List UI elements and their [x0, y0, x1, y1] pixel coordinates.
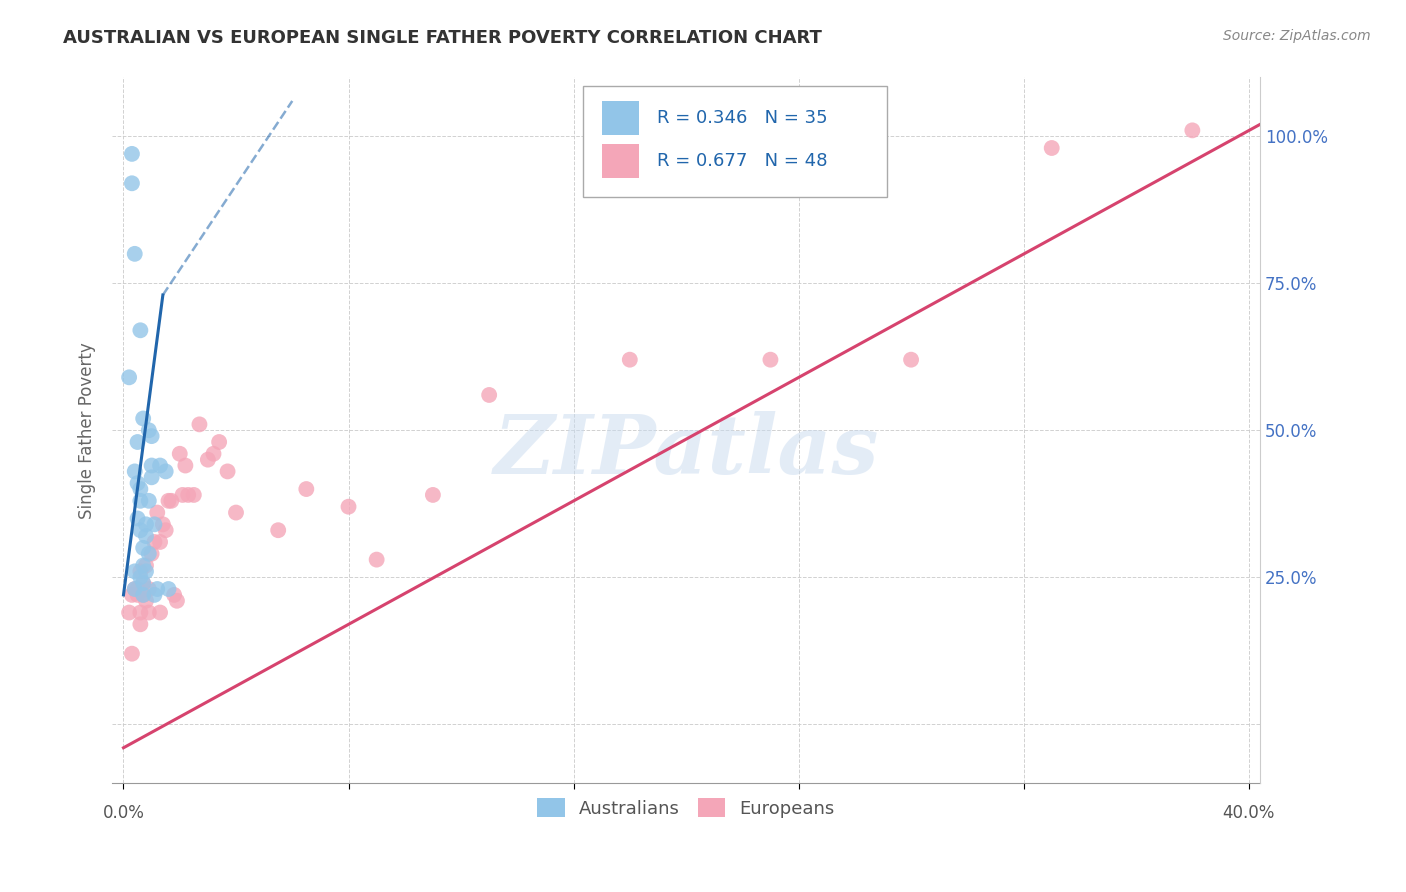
Point: [143, 535, 166, 549]
Point: [169, 447, 191, 461]
Point: [118, 606, 141, 620]
Point: [337, 500, 360, 514]
Text: R = 0.346   N = 35: R = 0.346 N = 35: [658, 110, 828, 128]
Point: [138, 606, 160, 620]
Point: [124, 582, 146, 596]
Bar: [602, 102, 638, 136]
Point: [149, 606, 172, 620]
FancyBboxPatch shape: [582, 86, 887, 197]
Point: [129, 523, 152, 537]
Point: [166, 594, 188, 608]
Point: [225, 506, 247, 520]
Point: [422, 488, 444, 502]
Point: [149, 458, 172, 473]
Text: R = 0.677   N = 48: R = 0.677 N = 48: [658, 153, 828, 170]
Point: [146, 582, 169, 596]
Point: [124, 464, 146, 478]
Point: [138, 582, 160, 596]
Point: [141, 547, 163, 561]
Text: Source: ZipAtlas.com: Source: ZipAtlas.com: [1223, 29, 1371, 43]
Point: [135, 565, 157, 579]
Point: [129, 570, 152, 584]
Point: [172, 488, 194, 502]
Point: [146, 506, 169, 520]
Point: [141, 458, 163, 473]
Point: [132, 588, 155, 602]
Point: [129, 565, 152, 579]
Point: [124, 247, 146, 261]
Point: [132, 588, 155, 602]
Point: [121, 147, 143, 161]
Point: [177, 488, 200, 502]
Point: [141, 429, 163, 443]
Point: [132, 541, 155, 555]
Point: [366, 552, 388, 566]
Point: [202, 447, 225, 461]
Point: [208, 435, 231, 450]
Point: [124, 565, 146, 579]
Point: [160, 493, 183, 508]
Point: [135, 594, 157, 608]
Point: [132, 576, 155, 591]
Point: [135, 558, 157, 573]
Text: 0.0%: 0.0%: [103, 804, 145, 822]
Legend: Australians, Europeans: Australians, Europeans: [530, 791, 842, 825]
Point: [759, 352, 782, 367]
Point: [183, 488, 205, 502]
Point: [138, 423, 160, 437]
Point: [127, 435, 149, 450]
Point: [127, 588, 149, 602]
Point: [155, 464, 177, 478]
Point: [174, 458, 197, 473]
Point: [155, 523, 177, 537]
Point: [132, 558, 155, 573]
Y-axis label: Single Father Poverty: Single Father Poverty: [79, 342, 96, 518]
Point: [129, 323, 152, 337]
Point: [138, 547, 160, 561]
Point: [135, 529, 157, 543]
Point: [135, 517, 157, 532]
Text: 40.0%: 40.0%: [1222, 804, 1275, 822]
Point: [127, 511, 149, 525]
Point: [1181, 123, 1204, 137]
Point: [132, 576, 155, 591]
Point: [118, 370, 141, 384]
Point: [129, 617, 152, 632]
Point: [478, 388, 501, 402]
Point: [129, 493, 152, 508]
Bar: [602, 145, 638, 178]
Point: [152, 517, 174, 532]
Point: [900, 352, 922, 367]
Point: [197, 452, 219, 467]
Point: [121, 176, 143, 190]
Point: [127, 476, 149, 491]
Point: [188, 417, 211, 432]
Point: [124, 582, 146, 596]
Point: [132, 411, 155, 425]
Point: [121, 647, 143, 661]
Point: [138, 493, 160, 508]
Point: [143, 517, 166, 532]
Point: [157, 582, 180, 596]
Point: [157, 493, 180, 508]
Point: [129, 482, 152, 496]
Point: [129, 606, 152, 620]
Point: [619, 352, 641, 367]
Point: [163, 588, 186, 602]
Point: [267, 523, 290, 537]
Point: [217, 464, 239, 478]
Text: ZIPatlas: ZIPatlas: [494, 411, 879, 491]
Point: [149, 535, 172, 549]
Text: AUSTRALIAN VS EUROPEAN SINGLE FATHER POVERTY CORRELATION CHART: AUSTRALIAN VS EUROPEAN SINGLE FATHER POV…: [63, 29, 823, 46]
Point: [295, 482, 318, 496]
Point: [121, 588, 143, 602]
Point: [1040, 141, 1063, 155]
Point: [143, 588, 166, 602]
Point: [127, 582, 149, 596]
Point: [141, 470, 163, 484]
